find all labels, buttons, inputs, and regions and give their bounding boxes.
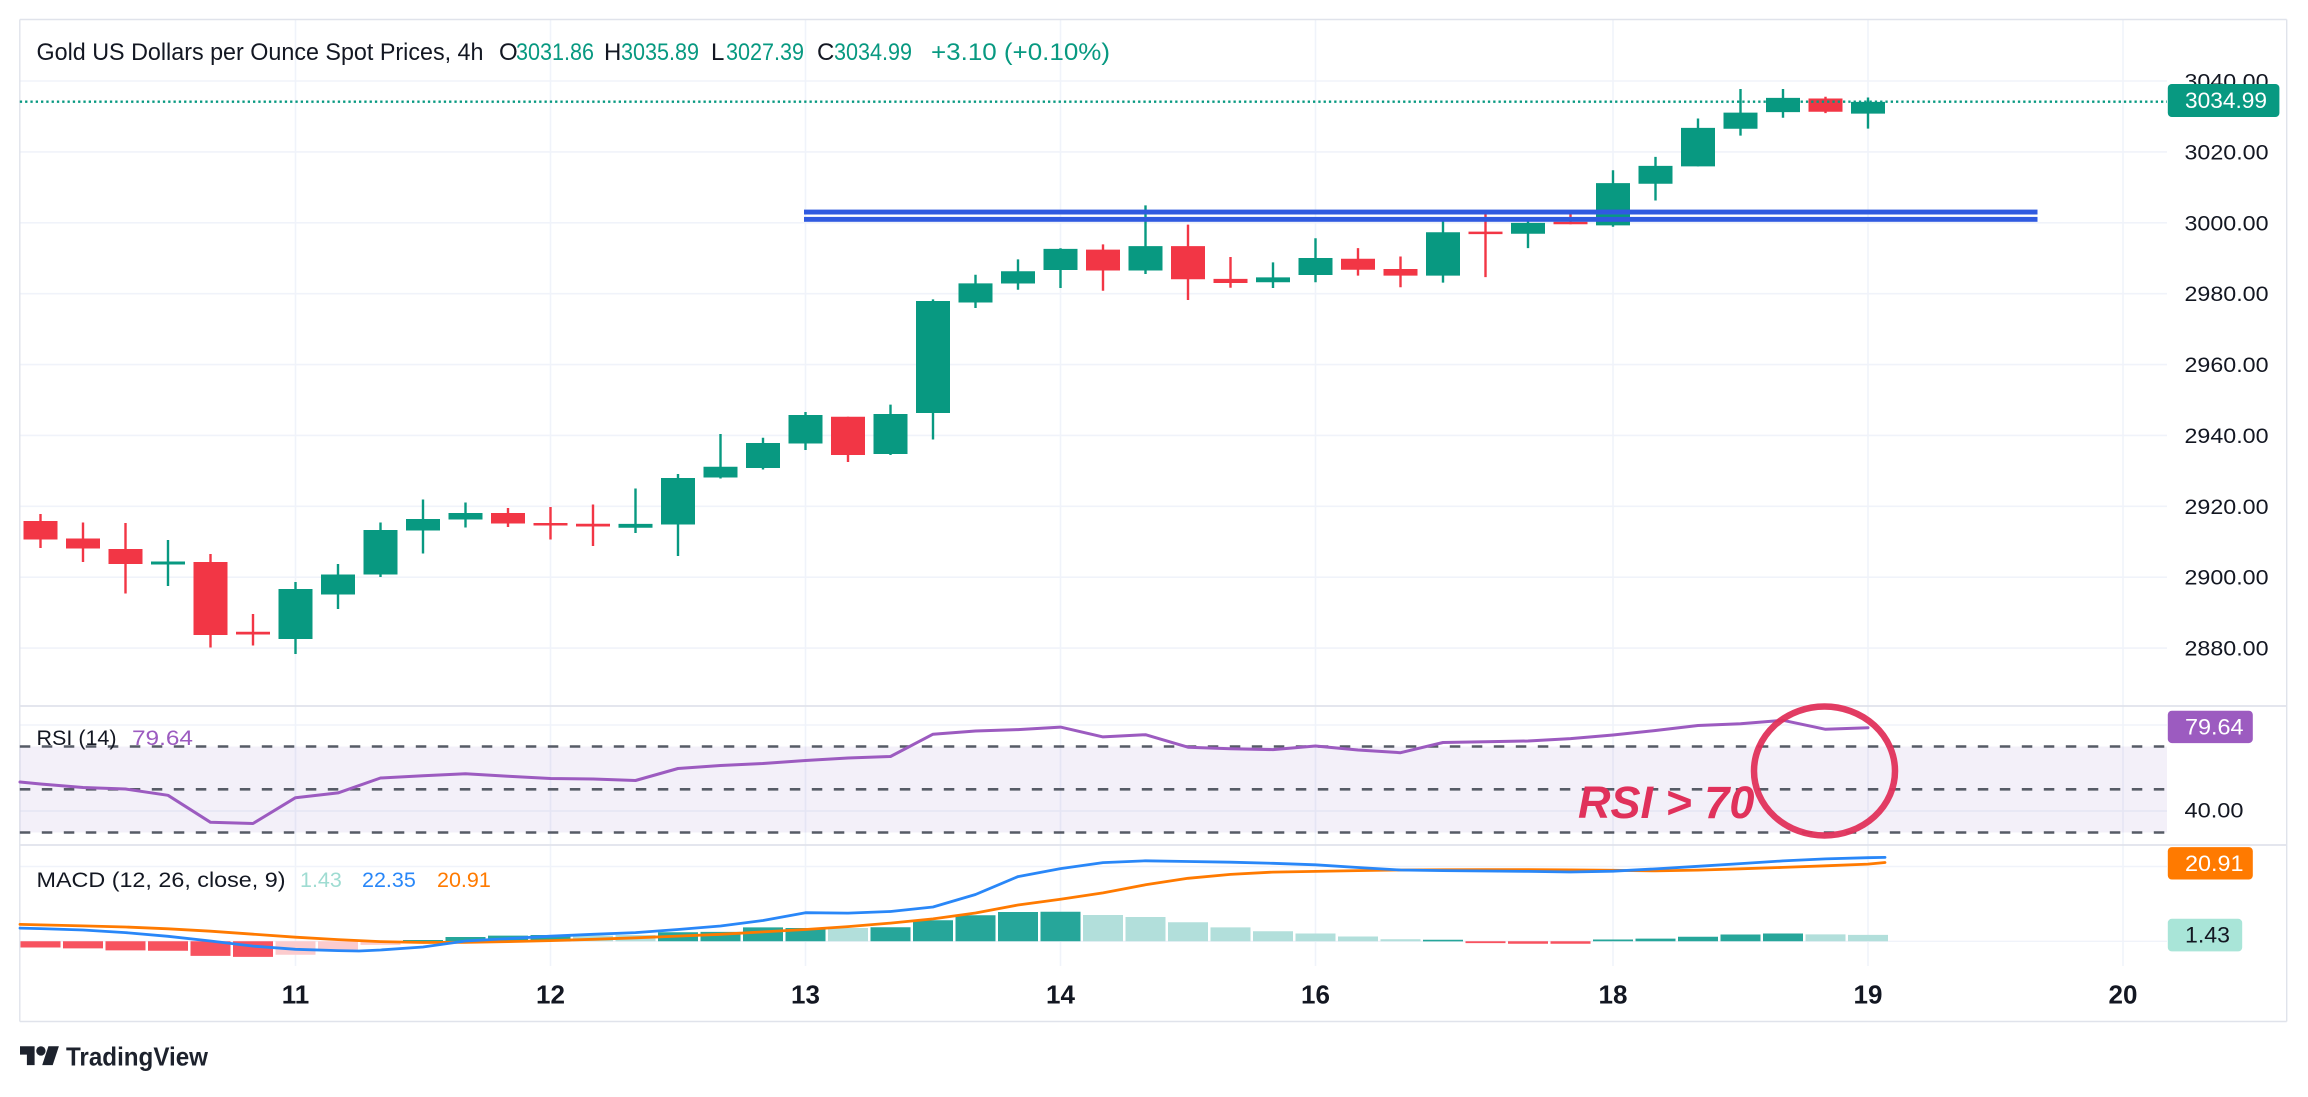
svg-text:L: L (711, 39, 724, 66)
svg-text:3034.99: 3034.99 (834, 39, 912, 66)
svg-text:TradingView: TradingView (66, 1042, 209, 1072)
svg-text:79.64: 79.64 (132, 726, 193, 750)
svg-text:79.64: 79.64 (2185, 714, 2244, 739)
svg-text:3020.00: 3020.00 (2185, 140, 2269, 164)
svg-text:40.00: 40.00 (2185, 799, 2244, 823)
svg-text:Gold US Dollars per Ounce Spot: Gold US Dollars per Ounce Spot Prices, 4… (37, 39, 484, 66)
svg-text:20.91: 20.91 (437, 868, 491, 892)
svg-text:13: 13 (791, 980, 820, 1010)
svg-text:14: 14 (1046, 980, 1075, 1010)
svg-text:2880.00: 2880.00 (2185, 637, 2269, 661)
svg-text:2920.00: 2920.00 (2185, 495, 2269, 519)
svg-text:3027.39: 3027.39 (726, 39, 804, 66)
svg-text:2900.00: 2900.00 (2185, 566, 2269, 590)
svg-text:+3.10 (+0.10%): +3.10 (+0.10%) (931, 39, 1110, 66)
svg-text:MACD (12, 26, close, 9): MACD (12, 26, close, 9) (37, 868, 286, 892)
svg-text:16: 16 (1301, 980, 1330, 1010)
svg-text:3031.86: 3031.86 (516, 39, 594, 66)
svg-text:2980.00: 2980.00 (2185, 282, 2269, 306)
svg-text:22.35: 22.35 (362, 868, 416, 892)
svg-text:3000.00: 3000.00 (2185, 211, 2269, 235)
svg-text:3034.99: 3034.99 (2185, 88, 2267, 113)
svg-text:12: 12 (536, 980, 565, 1010)
svg-text:1.43: 1.43 (300, 868, 342, 892)
svg-text:RSI > 70: RSI > 70 (1578, 777, 1754, 828)
svg-text:3035.89: 3035.89 (621, 39, 699, 66)
svg-text:RSI (14): RSI (14) (37, 726, 117, 750)
svg-text:C: C (817, 39, 834, 66)
svg-text:2940.00: 2940.00 (2185, 424, 2269, 448)
svg-text:2960.00: 2960.00 (2185, 353, 2269, 377)
svg-text:20: 20 (2109, 980, 2138, 1010)
svg-text:20.91: 20.91 (2185, 851, 2244, 876)
svg-text:19: 19 (1854, 980, 1883, 1010)
svg-text:1.43: 1.43 (2185, 923, 2230, 948)
svg-text:11: 11 (282, 980, 310, 1010)
svg-text:18: 18 (1599, 980, 1628, 1010)
svg-text:H: H (604, 39, 621, 66)
svg-text:O: O (499, 39, 518, 66)
